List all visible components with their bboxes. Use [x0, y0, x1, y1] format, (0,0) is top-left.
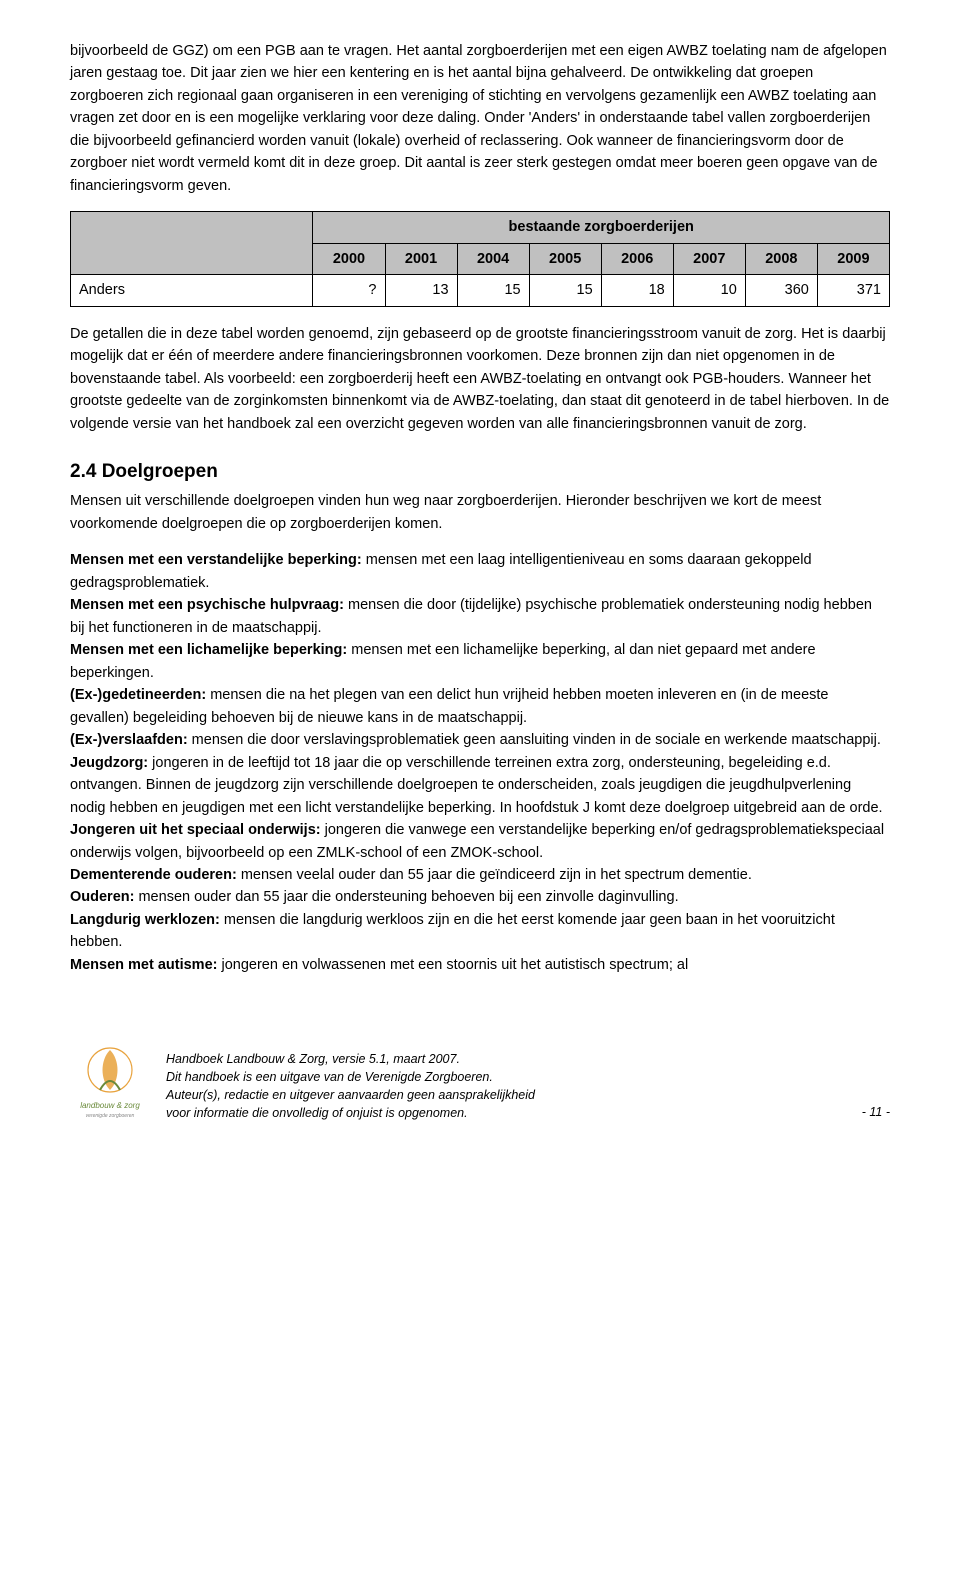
definition-label: (Ex-)verslaafden: — [70, 732, 188, 748]
footer-line: Auteur(s), redactie en uitgever aanvaard… — [166, 1086, 535, 1104]
table-header-row: bestaande zorgboerderijen — [71, 212, 890, 243]
definition-label: Ouderen: — [70, 889, 134, 905]
table-col-header: 2006 — [601, 243, 673, 274]
definition-label: (Ex-)gedetineerden: — [70, 687, 206, 703]
table-col-header: 2009 — [817, 243, 889, 274]
footer: landbouw & zorg verenigde zorgboeren Han… — [70, 1042, 535, 1122]
table-col-header: 2007 — [673, 243, 745, 274]
table-col-header: 2008 — [745, 243, 817, 274]
table-cell: 18 — [601, 275, 673, 306]
definition-label: Mensen met een verstandelijke beperking: — [70, 552, 362, 568]
data-table: bestaande zorgboerderijen 2000 2001 2004… — [70, 211, 890, 306]
section-intro: Mensen uit verschillende doelgroepen vin… — [70, 490, 890, 535]
footer-line: Dit handboek is een uitgave van de Veren… — [166, 1068, 535, 1086]
table-col-header: 2001 — [385, 243, 457, 274]
table-group-header: bestaande zorgboerderijen — [313, 212, 890, 243]
table-col-header: 2000 — [313, 243, 385, 274]
document-page: bijvoorbeeld de GGZ) om een PGB aan te v… — [0, 0, 960, 1142]
table-col-header: 2005 — [529, 243, 601, 274]
section-title: 2.4 Doelgroepen — [70, 457, 890, 486]
definition-label: Mensen met een psychische hulpvraag: — [70, 597, 344, 613]
table-cell: 15 — [529, 275, 601, 306]
table-cell: 13 — [385, 275, 457, 306]
footer-row: landbouw & zorg verenigde zorgboeren Han… — [70, 990, 890, 1122]
definition-label: Mensen met een lichamelijke beperking: — [70, 642, 347, 658]
table-corner-cell — [71, 212, 313, 275]
table-cell: 371 — [817, 275, 889, 306]
footer-line: Handboek Landbouw & Zorg, versie 5.1, ma… — [166, 1050, 535, 1068]
table-cell: 10 — [673, 275, 745, 306]
table-cell: 360 — [745, 275, 817, 306]
definition-label: Jongeren uit het speciaal onderwijs: — [70, 822, 321, 838]
after-table-paragraph: De getallen die in deze tabel worden gen… — [70, 323, 890, 435]
footer-line: voor informatie die onvolledig of onjuis… — [166, 1104, 535, 1122]
table-data-row: Anders ? 13 15 15 18 10 360 371 — [71, 275, 890, 306]
page-number: - 11 - — [862, 1103, 890, 1122]
definition-label: Dementerende ouderen: — [70, 867, 237, 883]
footer-text: Handboek Landbouw & Zorg, versie 5.1, ma… — [166, 1050, 535, 1123]
definition-label: Langdurig werklozen: — [70, 912, 220, 928]
definition-list: Mensen met een verstandelijke beperking:… — [70, 549, 890, 976]
table-col-header: 2004 — [457, 243, 529, 274]
definition-label: Jeugdzorg: — [70, 755, 148, 771]
logo-icon: landbouw & zorg verenigde zorgboeren — [70, 1042, 150, 1122]
intro-paragraph: bijvoorbeeld de GGZ) om een PGB aan te v… — [70, 40, 890, 197]
table-cell: ? — [313, 275, 385, 306]
definition-label: Mensen met autisme: — [70, 957, 217, 973]
table-row-label: Anders — [71, 275, 313, 306]
table-cell: 15 — [457, 275, 529, 306]
logo-caption: landbouw & zorg — [80, 1101, 140, 1110]
footer-logo: landbouw & zorg verenigde zorgboeren — [70, 1042, 150, 1122]
svg-text:verenigde zorgboeren: verenigde zorgboeren — [86, 1113, 135, 1119]
